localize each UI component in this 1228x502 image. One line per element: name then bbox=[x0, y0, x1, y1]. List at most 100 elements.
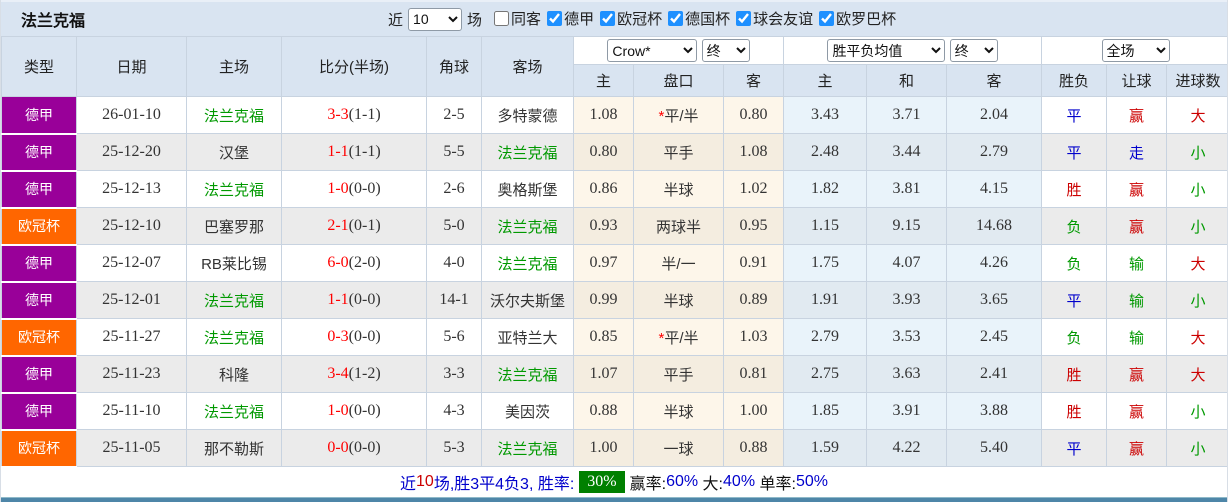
score-halftime: (0-0) bbox=[348, 291, 381, 308]
scope-select[interactable]: 全场 bbox=[1101, 39, 1170, 62]
summary-text: 50% bbox=[795, 473, 828, 490]
mean-draw-value: 3.93 bbox=[866, 281, 948, 319]
home-team[interactable]: RB莱比锡 bbox=[186, 244, 282, 282]
league-badge: 德甲 bbox=[1, 355, 77, 394]
league-badge: 德甲 bbox=[1, 392, 77, 431]
result-goals: 大 bbox=[1166, 355, 1227, 393]
mean-home-value: 2.48 bbox=[783, 133, 868, 171]
filter-德国杯[interactable]: 德国杯 bbox=[668, 8, 730, 29]
mean-draw-value: 3.63 bbox=[866, 355, 948, 393]
col-header-odds-handicap: 盘口 bbox=[633, 64, 724, 97]
filter-checkbox[interactable] bbox=[600, 11, 616, 26]
title-bar: 法兰克福 近 10 场 同客 德甲 欧冠杯 德国杯 球会友谊 欧罗巴杯 bbox=[1, 0, 1227, 36]
home-team[interactable]: 法兰克福 bbox=[186, 281, 282, 319]
score-halftime: (0-0) bbox=[348, 439, 381, 456]
score-halftime: (0-0) bbox=[348, 328, 381, 345]
filter-同客[interactable]: 同客 bbox=[494, 8, 541, 29]
score-fulltime: 1-0 bbox=[327, 180, 349, 197]
score-cell: 2-1(0-1) bbox=[281, 207, 427, 245]
corner-score: 14-1 bbox=[426, 281, 482, 319]
filter-label: 德甲 bbox=[564, 11, 595, 28]
odds-home-value: 0.99 bbox=[573, 281, 634, 319]
odds-away-value: 0.89 bbox=[722, 281, 785, 319]
match-date: 25-12-20 bbox=[76, 133, 187, 171]
home-team[interactable]: 科隆 bbox=[186, 355, 282, 393]
filter-bar: 近 10 场 同客 德甲 欧冠杯 德国杯 球会友谊 欧罗巴杯 bbox=[385, 7, 899, 31]
odds-time-select[interactable]: 终 bbox=[701, 39, 750, 62]
summary-text: 赢率: bbox=[629, 476, 667, 493]
col-header-mean-home: 主 bbox=[783, 64, 868, 97]
result-handicap: 走 bbox=[1106, 133, 1168, 171]
odds-company-select[interactable]: Crow* bbox=[607, 39, 698, 62]
filter-checkbox[interactable] bbox=[819, 11, 835, 26]
odds-home-value: 1.08 bbox=[573, 96, 634, 134]
away-team[interactable]: 法兰克福 bbox=[481, 133, 574, 171]
league-badge: 德甲 bbox=[1, 96, 77, 135]
mean-home-value: 1.82 bbox=[783, 170, 868, 208]
odds-away-value: 0.95 bbox=[722, 207, 785, 245]
handicap-text: 平/半 bbox=[664, 329, 699, 347]
away-team[interactable]: 法兰克福 bbox=[481, 244, 574, 282]
recent-label: 近 bbox=[388, 11, 404, 29]
filter-checkbox[interactable] bbox=[494, 11, 510, 26]
col-header-odds-home: 主 bbox=[573, 64, 634, 97]
home-team[interactable]: 汉堡 bbox=[186, 133, 282, 171]
mean-type-select[interactable]: 胜平负均值 bbox=[827, 39, 946, 62]
result-wdl: 胜 bbox=[1041, 170, 1108, 208]
mean-time-select[interactable]: 终 bbox=[949, 39, 998, 62]
col-header-corner: 角球 bbox=[426, 36, 482, 97]
result-goals: 小 bbox=[1166, 133, 1227, 171]
corner-score: 5-6 bbox=[426, 318, 482, 356]
recent-count-select[interactable]: 10 bbox=[408, 7, 463, 31]
home-team[interactable]: 法兰克福 bbox=[186, 392, 282, 430]
home-team[interactable]: 法兰克福 bbox=[186, 170, 282, 208]
mean-away-value: 2.79 bbox=[946, 133, 1043, 171]
mean-home-value: 3.43 bbox=[783, 96, 868, 134]
mean-home-value: 1.15 bbox=[783, 207, 868, 245]
score-halftime: (0-1) bbox=[348, 217, 381, 234]
filter-球会友谊[interactable]: 球会友谊 bbox=[736, 8, 813, 29]
away-team[interactable]: 美因茨 bbox=[481, 392, 574, 430]
filter-欧罗巴杯[interactable]: 欧罗巴杯 bbox=[819, 8, 896, 29]
filter-checkbox[interactable] bbox=[668, 11, 684, 26]
col-header-goals: 进球数 bbox=[1166, 64, 1227, 97]
odds-handicap-cell: 一球 bbox=[633, 429, 724, 467]
col-header-mean-away: 客 bbox=[946, 64, 1043, 97]
home-team[interactable]: 巴塞罗那 bbox=[186, 207, 282, 245]
home-team[interactable]: 那不勒斯 bbox=[186, 429, 282, 467]
summary-text: 10 bbox=[416, 473, 434, 490]
filter-checkbox[interactable] bbox=[736, 11, 752, 26]
odds-away-value: 1.08 bbox=[722, 133, 785, 171]
result-wdl: 平 bbox=[1041, 96, 1108, 134]
col-header-type: 类型 bbox=[1, 36, 77, 97]
result-wdl: 负 bbox=[1041, 207, 1108, 245]
odds-handicap-cell: 平手 bbox=[633, 133, 724, 171]
away-team[interactable]: 法兰克福 bbox=[481, 355, 574, 393]
table-row: 德甲 25-11-23 科隆 3-4(1-2) 3-3 法兰克福 1.07 平手… bbox=[1, 355, 1227, 394]
result-handicap: 输 bbox=[1106, 318, 1168, 356]
mean-draw-value: 4.22 bbox=[866, 429, 948, 467]
away-team[interactable]: 法兰克福 bbox=[481, 207, 574, 245]
col-header-home: 主场 bbox=[186, 36, 282, 97]
away-team[interactable]: 沃尔夫斯堡 bbox=[481, 281, 574, 319]
mean-away-value: 2.04 bbox=[946, 96, 1043, 134]
away-team[interactable]: 法兰克福 bbox=[481, 429, 574, 467]
match-date: 25-12-10 bbox=[76, 207, 187, 245]
col-header-away: 客场 bbox=[481, 36, 574, 97]
away-team[interactable]: 奥格斯堡 bbox=[481, 170, 574, 208]
odds-away-value: 0.81 bbox=[722, 355, 785, 393]
filter-欧冠杯[interactable]: 欧冠杯 bbox=[600, 8, 662, 29]
mean-home-value: 2.79 bbox=[783, 318, 868, 356]
away-team[interactable]: 亚特兰大 bbox=[481, 318, 574, 356]
handicap-text: 平/半 bbox=[664, 107, 699, 125]
home-team[interactable]: 法兰克福 bbox=[186, 96, 282, 134]
score-cell: 0-0(0-0) bbox=[281, 429, 427, 467]
away-team[interactable]: 多特蒙德 bbox=[481, 96, 574, 134]
mean-away-value: 4.26 bbox=[946, 244, 1043, 282]
filter-德甲[interactable]: 德甲 bbox=[547, 8, 594, 29]
filter-checkbox[interactable] bbox=[547, 11, 563, 26]
home-team[interactable]: 法兰克福 bbox=[186, 318, 282, 356]
score-fulltime: 1-1 bbox=[327, 143, 349, 160]
scope-control-cell: 全场 bbox=[1041, 36, 1227, 65]
